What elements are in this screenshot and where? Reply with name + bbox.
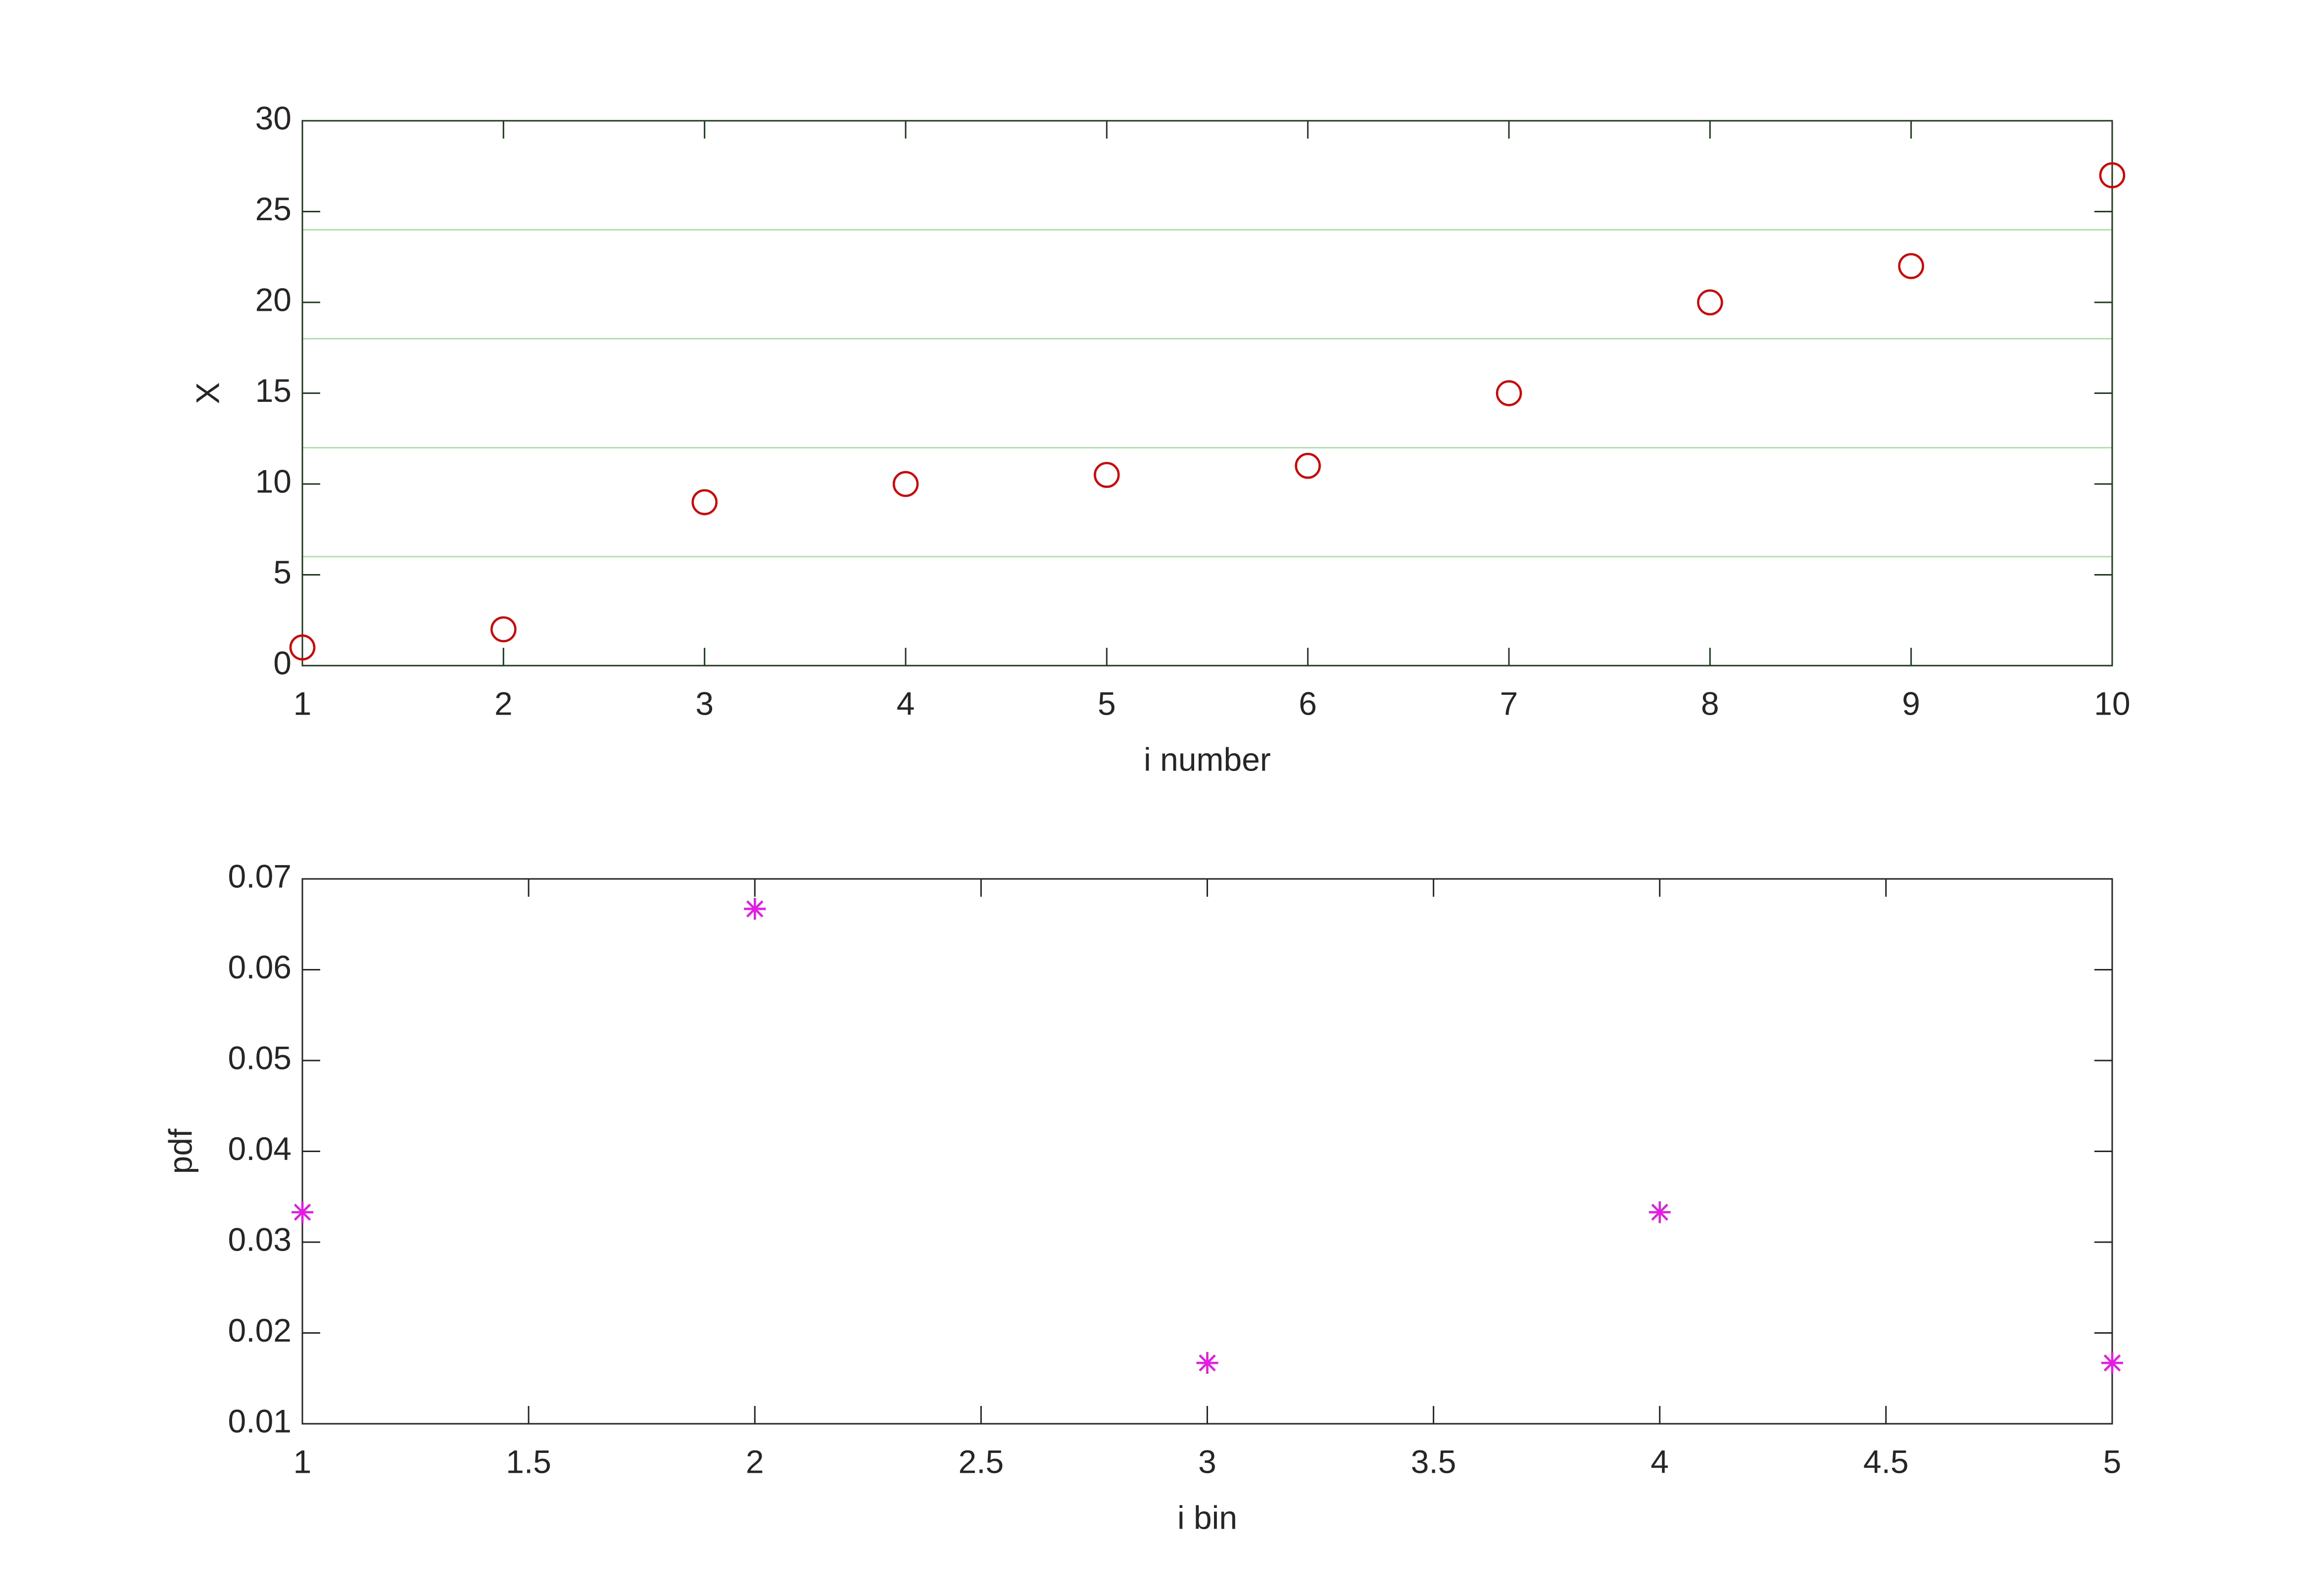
x-tick-label: 3 (1198, 1443, 1216, 1480)
point (1496, 380, 1522, 406)
x-tick-label: 6 (1299, 685, 1317, 722)
y-axis-label: pdf (162, 1128, 198, 1174)
y-tick-label: 0.04 (228, 1130, 291, 1167)
point (1648, 1201, 1671, 1223)
point (1094, 462, 1120, 488)
point (289, 634, 316, 661)
x-tick-label: 9 (1902, 685, 1920, 722)
point (892, 471, 919, 497)
y-axis-label: X (189, 382, 226, 404)
point (1196, 1352, 1218, 1374)
y-tick-label: 25 (255, 191, 291, 227)
point (1898, 253, 1924, 279)
y-tick-label: 30 (255, 99, 291, 136)
x-tick-label: 8 (1701, 685, 1719, 722)
x-tick-label: 1.5 (506, 1443, 551, 1480)
y-tick-label: 0.07 (228, 858, 291, 894)
y-tick-label: 0.02 (228, 1312, 291, 1349)
x-tick-label: 3 (695, 685, 714, 722)
y-tick-label: 0.05 (228, 1039, 291, 1076)
point (2101, 1352, 2123, 1374)
x-tick-label: 2.5 (959, 1443, 1004, 1480)
y-tick-label: 0.01 (228, 1402, 291, 1439)
point (291, 1201, 313, 1223)
y-tick-label: 15 (255, 372, 291, 409)
point (490, 616, 517, 642)
point (744, 898, 766, 920)
x-tick-label: 2 (746, 1443, 764, 1480)
x-tick-label: 10 (2094, 685, 2130, 722)
x-tick-label: 1 (293, 685, 312, 722)
x-tick-label: 2 (494, 685, 513, 722)
x-tick-label: 3.5 (1411, 1443, 1456, 1480)
y-tick-label: 0 (273, 644, 291, 681)
x-tick-label: 1 (293, 1443, 312, 1480)
y-tick-label: 0.06 (228, 949, 291, 985)
axes-frame (301, 120, 2113, 667)
y-tick-label: 20 (255, 281, 291, 318)
y-tick-label: 5 (273, 554, 291, 590)
y-tick-label: 0.03 (228, 1221, 291, 1257)
point (1697, 289, 1723, 316)
x-tick-label: 5 (2103, 1443, 2122, 1480)
point (691, 489, 718, 515)
x-tick-label: 4 (1650, 1443, 1669, 1480)
x-tick-label: 4.5 (1863, 1443, 1909, 1480)
x-tick-label: 4 (897, 685, 915, 722)
x-tick-label: 5 (1098, 685, 1116, 722)
x-tick-label: 7 (1500, 685, 1518, 722)
point (1295, 453, 1321, 479)
axes-frame (301, 878, 2113, 1425)
x-axis-label: i bin (1177, 1499, 1237, 1536)
point (2099, 162, 2126, 189)
x-axis-label: i number (1144, 741, 1271, 777)
y-tick-label: 10 (255, 463, 291, 499)
